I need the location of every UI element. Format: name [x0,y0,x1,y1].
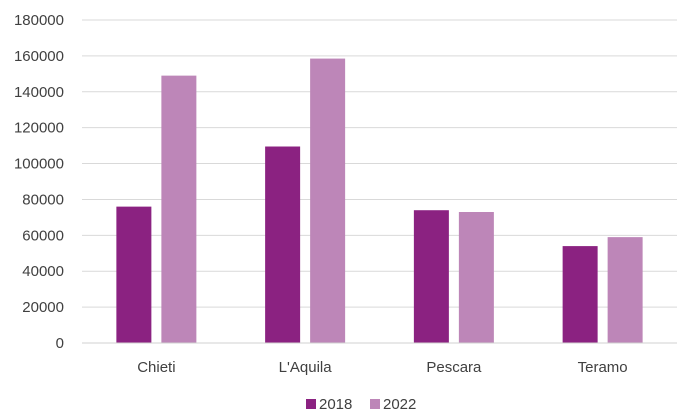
y-tick-label: 80000 [22,191,64,208]
legend-label-2018: 2018 [319,396,352,413]
legend-label-2022: 2022 [383,396,416,413]
y-tick-label: 120000 [14,120,64,137]
y-tick-label: 20000 [22,299,64,316]
x-category-label: L'Aquila [279,359,333,376]
bar-2022-chieti [161,75,197,343]
x-category-label: Pescara [426,359,482,376]
bar-2018-pescara [413,210,449,343]
y-tick-label: 180000 [14,12,64,29]
y-tick-label: 140000 [14,84,64,101]
bars [116,58,643,343]
y-tick-label: 60000 [22,227,64,244]
legend-swatch-2022 [370,399,380,409]
legend: 2018 2022 [306,396,416,413]
bar-2022-pescara [458,212,494,343]
x-category-label: Teramo [578,359,628,376]
y-tick-label: 0 [56,335,64,352]
y-axis-tick-labels: 0 20000 40000 60000 80000 100000 120000 140000 1… [14,12,64,352]
y-tick-label: 160000 [14,48,64,65]
x-category-label: Chieti [137,359,175,376]
legend-swatch-2018 [306,399,316,409]
bar-2022-l-aquila [310,58,346,343]
bar-2018-chieti [116,206,152,343]
bar-2018-l-aquila [265,146,301,343]
y-tick-label: 40000 [22,263,64,280]
x-axis-category-labels: Chieti L'Aquila Pescara Teramo [137,359,627,376]
bar-2018-teramo [562,246,598,343]
y-tick-label: 100000 [14,156,64,173]
bar-2022-teramo [607,237,643,343]
